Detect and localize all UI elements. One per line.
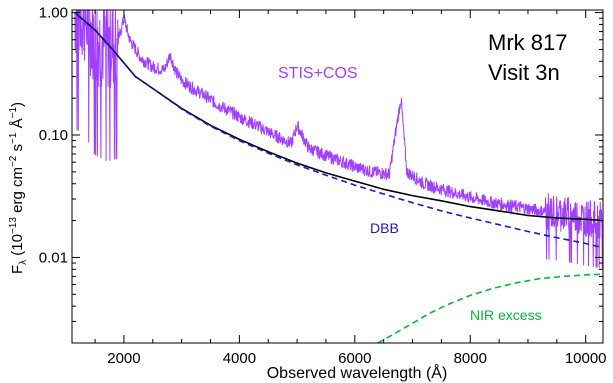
annotation-dbb: DBB bbox=[370, 220, 399, 236]
y-tick-label: 1.00 bbox=[39, 5, 68, 22]
series-layer bbox=[74, 10, 603, 343]
x-tick-label: 2000 bbox=[107, 350, 140, 367]
axis-layer: 2000 4000 6000 8000 10000 1.00 0.10 0.01 bbox=[39, 5, 607, 367]
plot-frame bbox=[71, 9, 604, 344]
chart-title-line-2: Visit 3n bbox=[488, 60, 560, 85]
series-line-stis-cos bbox=[74, 10, 603, 269]
y-tick-label: 0.10 bbox=[39, 127, 68, 144]
series-line-nir-excess bbox=[377, 273, 603, 343]
x-tick-label: 6000 bbox=[338, 350, 371, 367]
y-axis-label: Fλ (10−13 erg cm−2 s−1 Å−1) bbox=[8, 102, 29, 274]
x-axis-label: Observed wavelength (Å) bbox=[267, 363, 448, 382]
annotation-nir-excess: NIR excess bbox=[470, 307, 542, 323]
series-line-dbb bbox=[74, 11, 603, 249]
annotation-stis-cos: STIS+COS bbox=[278, 65, 358, 82]
y-tick-label: 0.01 bbox=[39, 249, 68, 266]
x-tick-label: 10000 bbox=[565, 350, 607, 367]
chart-title-line-1: Mrk 817 bbox=[488, 30, 567, 55]
x-tick-label: 8000 bbox=[454, 350, 487, 367]
x-tick-label: 4000 bbox=[223, 350, 256, 367]
